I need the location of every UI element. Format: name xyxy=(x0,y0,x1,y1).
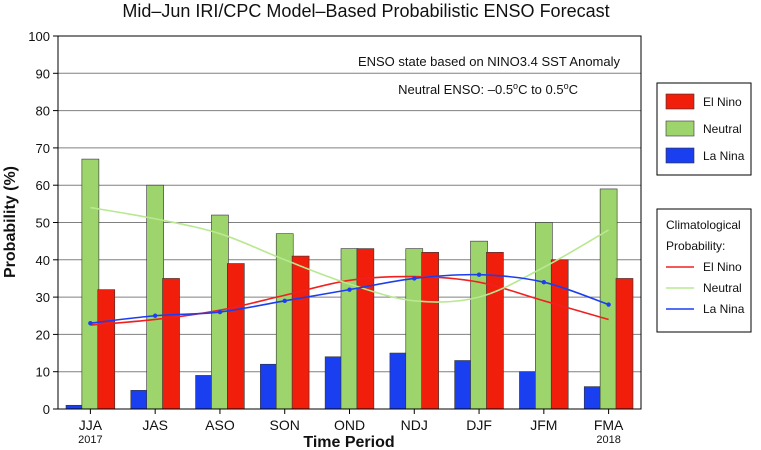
climatology-legend-title: Climatological xyxy=(666,218,741,232)
x-tick-label: JJA xyxy=(79,417,103,433)
bar-neutral xyxy=(599,188,618,410)
x-year-label-end: 2018 xyxy=(596,434,620,446)
x-tick-label: JFM xyxy=(530,417,557,433)
bar-la-nina xyxy=(389,352,408,410)
bar-la-nina xyxy=(324,356,343,410)
y-tick-label: 40 xyxy=(36,253,50,268)
bar-neutral xyxy=(340,248,359,410)
y-tick-label: 90 xyxy=(36,66,50,81)
legend-label-neutral: Neutral xyxy=(703,122,742,136)
bar-el-nino xyxy=(291,255,310,410)
bar-el-nino xyxy=(356,248,375,410)
legend-label-la-nina: La Nina xyxy=(703,149,745,163)
y-tick-label: 0 xyxy=(43,402,50,417)
x-tick-label: ASO xyxy=(205,417,235,433)
y-tick-label: 100 xyxy=(28,29,50,44)
annotation-line-2: Neutral ENSO: –0.5oC to 0.5oC xyxy=(398,81,578,97)
bar-la-nina xyxy=(454,360,472,410)
climatology-legend-label-la-nina: La Nina xyxy=(703,302,745,316)
x-tick-label: JAS xyxy=(142,417,168,433)
bar-el-nino xyxy=(97,289,116,410)
climatology-point-la-nina xyxy=(282,298,287,304)
bar-la-nina xyxy=(130,390,149,410)
bar-el-nino xyxy=(227,263,245,410)
x-tick-label: OND xyxy=(334,417,365,433)
legend-swatch-la-nina xyxy=(665,147,695,164)
x-year-label-start: 2017 xyxy=(78,434,102,446)
climatology-point-la-nina xyxy=(347,287,352,292)
y-tick-label: 70 xyxy=(36,141,50,156)
bar-neutral xyxy=(470,240,488,410)
climatology-legend-box xyxy=(656,208,752,333)
climatology-point-la-nina xyxy=(476,272,482,277)
x-tick-label: SON xyxy=(270,417,300,433)
y-tick-label: 50 xyxy=(36,216,50,231)
y-tick-label: 60 xyxy=(36,178,50,193)
climatology-point-la-nina xyxy=(88,321,93,326)
bar-la-nina xyxy=(260,363,278,410)
x-axis-title: Time Period xyxy=(303,434,394,450)
bar-la-nina xyxy=(195,375,213,410)
climatology-legend-label-el-nino: El Nino xyxy=(703,260,742,274)
bar-el-nino xyxy=(550,259,569,410)
climatology-legend-label-neutral: Neutral xyxy=(703,281,742,295)
bar-la-nina xyxy=(519,371,537,410)
chart-title: Mid–Jun IRI/CPC Model–Based Probabilisti… xyxy=(122,1,609,21)
legend-swatch-neutral xyxy=(665,120,695,137)
bar-neutral xyxy=(405,248,424,410)
bar-la-nina xyxy=(583,386,602,410)
x-tick-label: FMA xyxy=(594,417,624,433)
y-tick-label: 10 xyxy=(36,365,50,380)
climatology-point-la-nina xyxy=(217,309,223,315)
bar-neutral xyxy=(81,158,100,410)
bar-el-nino xyxy=(162,278,180,410)
climatology-point-la-nina xyxy=(412,276,417,281)
bar-la-nina xyxy=(65,404,84,410)
annotation-line-1: ENSO state based on NINO3.4 SST Anomaly xyxy=(358,54,621,69)
bar-el-nino xyxy=(615,278,634,410)
y-tick-label: 20 xyxy=(36,327,50,342)
climatology-line-el-nino xyxy=(90,275,609,326)
climatology-point-la-nina xyxy=(541,279,547,285)
climatology-point-la-nina xyxy=(152,313,158,318)
x-tick-label: DJF xyxy=(466,417,492,433)
y-axis-title: Probability (%) xyxy=(2,166,19,278)
bar-neutral xyxy=(535,222,553,410)
climatology-line-neutral xyxy=(90,206,610,303)
x-tick-label: NDJ xyxy=(401,417,428,433)
climatology-point-la-nina xyxy=(606,302,611,307)
y-tick-label: 80 xyxy=(36,104,50,119)
legend-label-el-nino: El Nino xyxy=(703,95,742,109)
legend-swatch-el-nino xyxy=(665,93,695,110)
climatology-legend-subtitle: Probability: xyxy=(666,239,725,253)
y-tick-label: 30 xyxy=(36,290,50,305)
